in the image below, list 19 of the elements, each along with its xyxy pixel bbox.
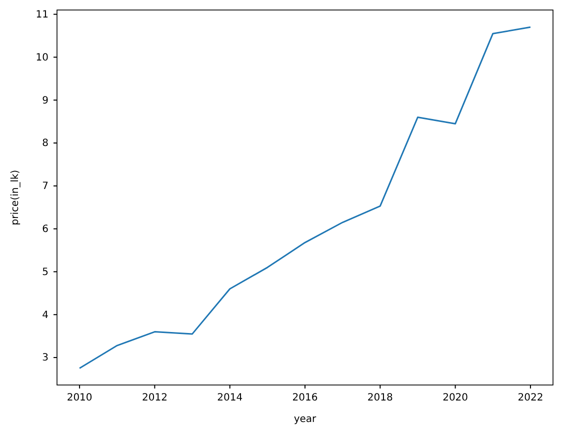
y-tick-label: 10: [36, 52, 48, 64]
x-tick-label: 2018: [367, 392, 393, 404]
y-tick-label: 11: [36, 9, 48, 20]
x-tick-label: 2012: [142, 392, 168, 404]
x-tick-label: 2022: [518, 392, 544, 404]
y-tick-label: 3: [42, 352, 48, 364]
y-tick-label: 7: [42, 181, 48, 192]
y-tick-label: 6: [42, 224, 48, 236]
y-axis-title: price(in_lk): [10, 170, 21, 226]
y-tick-label: 5: [42, 266, 48, 278]
y-tick-label: 9: [42, 95, 48, 106]
y-tick-label: 4: [42, 310, 48, 321]
line-series: [78, 26, 532, 370]
y-tick-label: 8: [42, 138, 48, 150]
x-axis-title: year: [294, 414, 318, 425]
x-tick-label: 2010: [66, 392, 92, 404]
x-tick-label: 2016: [292, 392, 318, 404]
x-tick-label: 2014: [217, 392, 243, 404]
x-tick-label: 2020: [442, 392, 468, 404]
